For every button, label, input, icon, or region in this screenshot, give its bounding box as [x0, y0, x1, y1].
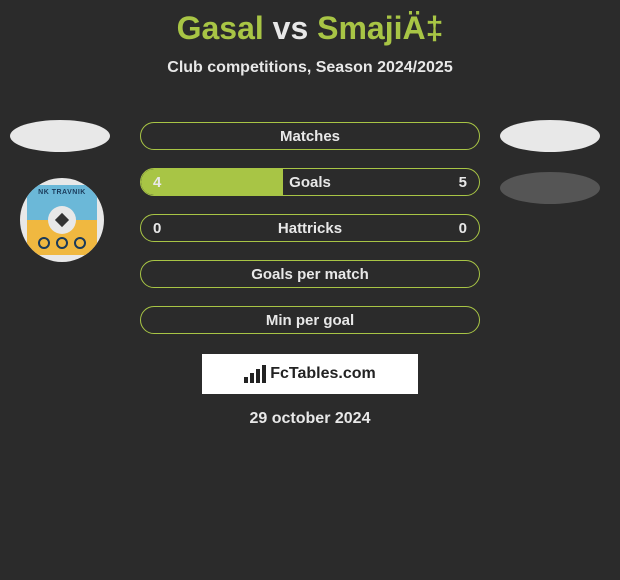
- comparison-title: Gasal vs SmajiÄ‡: [0, 0, 620, 47]
- date-text: 29 october 2024: [0, 410, 620, 428]
- stat-row-hattricks: 0 Hattricks 0: [140, 214, 480, 242]
- club-logo-shield: NK TRAVNIK: [27, 185, 97, 255]
- player2-name: SmajiÄ‡: [317, 10, 443, 46]
- stat-label: Matches: [141, 128, 479, 145]
- player2-avatar-placeholder-1: [500, 120, 600, 152]
- stat-label: Goals: [141, 174, 479, 191]
- stats-container: Matches 4 Goals 5 0 Hattricks 0 Goals pe…: [140, 122, 480, 352]
- club-logo-ball-icon: [48, 206, 76, 234]
- club-logo: NK TRAVNIK: [20, 178, 104, 262]
- stat-row-goals-per-match: Goals per match: [140, 260, 480, 288]
- stat-label: Min per goal: [141, 312, 479, 329]
- stat-value-right: 5: [459, 174, 467, 191]
- player2-avatar-placeholder-2: [500, 172, 600, 204]
- subtitle: Club competitions, Season 2024/2025: [0, 59, 620, 77]
- stat-row-goals: 4 Goals 5: [140, 168, 480, 196]
- stat-label: Hattricks: [141, 220, 479, 237]
- vs-text: vs: [273, 10, 309, 46]
- club-logo-text: NK TRAVNIK: [38, 189, 86, 196]
- player1-avatar-placeholder: [10, 120, 110, 152]
- fctables-badge[interactable]: FcTables.com: [202, 354, 418, 394]
- player1-name: Gasal: [177, 10, 264, 46]
- stat-label: Goals per match: [141, 266, 479, 283]
- stat-value-right: 0: [459, 220, 467, 237]
- stat-row-matches: Matches: [140, 122, 480, 150]
- club-logo-circles-icon: [38, 237, 86, 249]
- stat-row-min-per-goal: Min per goal: [140, 306, 480, 334]
- fctables-text: FcTables.com: [270, 365, 376, 383]
- fctables-bars-icon: [244, 365, 266, 383]
